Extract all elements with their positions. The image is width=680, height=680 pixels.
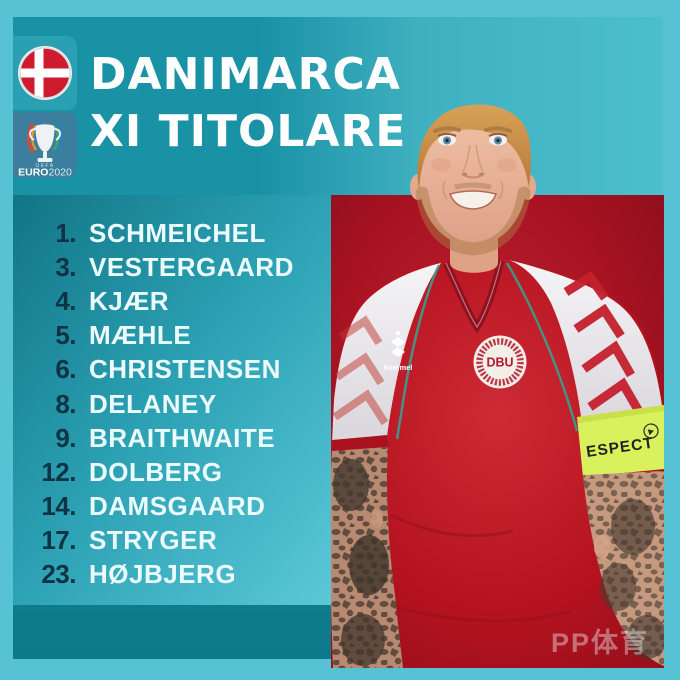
title-line-2: XI TITOLARE (90, 106, 407, 157)
brand-text: hummel (384, 363, 413, 372)
tattooed-right-arm (583, 471, 667, 666)
captain-armband: ESPECT (577, 405, 664, 477)
denmark-flag-card (13, 36, 77, 110)
lineup-row: 1. SCHMEICHEL (30, 216, 330, 250)
player-name: DAMSGAARD (89, 491, 266, 522)
player-number: 23. (41, 559, 76, 590)
player-number: 4. (55, 285, 76, 316)
player-name: DELANEY (89, 388, 217, 419)
euro-text: EURO (18, 167, 48, 179)
player-number: 1. (55, 217, 76, 248)
uefa-text: UEFA (35, 163, 54, 169)
hummel-logo: hummel (384, 330, 413, 372)
eyes (437, 133, 508, 146)
tattooed-left-arm (330, 435, 403, 668)
player-name: KJÆR (89, 285, 170, 316)
lineup-row: 12. DOLBERG (30, 455, 330, 489)
page-title: DANIMARCA XI TITOLARE (90, 46, 406, 160)
player-number: 14. (41, 491, 76, 522)
jersey: DBU hummel ESPECT (331, 260, 664, 668)
player-number: 3. (55, 251, 76, 282)
player-head (410, 104, 536, 273)
header-background (13, 17, 663, 195)
player-photo-illustration: DBU hummel ESPECT (330, 104, 667, 668)
lineup-row: 8. DELANEY (30, 387, 330, 421)
euro-year-text: 2020 (48, 167, 72, 179)
lineup-row: 23. HØJBJERG (30, 558, 330, 592)
player-number: 8. (55, 388, 76, 419)
player-name: DOLBERG (89, 456, 223, 487)
player-photo: DBU hummel ESPECT (330, 95, 667, 668)
denmark-flag-icon (18, 46, 72, 100)
lineup-row: 3. VESTERGAARD (30, 250, 330, 284)
lineup-list: 1. SCHMEICHEL 3. VESTERGAARD 4. KJÆR 5. MÆHLE 6.… (30, 216, 330, 592)
player-name: SCHMEICHEL (89, 217, 266, 248)
player-number: 9. (55, 422, 76, 453)
player-name: BRAITHWAITE (89, 422, 276, 453)
player-name: HØJBJERG (89, 559, 237, 590)
title-line-1: DANIMARCA (90, 49, 401, 100)
crest-text: DBU (486, 356, 513, 370)
player-number: 5. (55, 320, 76, 351)
lineup-row: 4. KJÆR (30, 284, 330, 318)
lineup-panel (13, 195, 331, 605)
lineup-row: 5. MÆHLE (30, 319, 330, 353)
lineup-row: 14. DAMSGAARD (30, 490, 330, 524)
lineup-row: 17. STRYGER (30, 524, 330, 558)
player-number: 12. (41, 456, 76, 487)
player-name: MÆHLE (89, 320, 192, 351)
lineup-row: 9. BRAITHWAITE (30, 421, 330, 455)
player-number: 6. (55, 354, 76, 385)
lineup-row: 6. CHRISTENSEN (30, 353, 330, 387)
dbu-crest: DBU (473, 335, 527, 389)
euro2020-card: UEFA EURO2020 (13, 112, 77, 178)
respect-logo-icon (643, 423, 659, 439)
player-name: CHRISTENSEN (89, 354, 281, 385)
svg-text:EURO2020: EURO2020 (18, 167, 72, 179)
broadcaster-watermark: PP体育 (551, 628, 650, 658)
player-name: VESTERGAARD (89, 251, 294, 282)
euro2020-logo: UEFA EURO2020 (18, 123, 72, 179)
player-number: 17. (41, 525, 76, 556)
player-name: STRYGER (89, 525, 218, 556)
